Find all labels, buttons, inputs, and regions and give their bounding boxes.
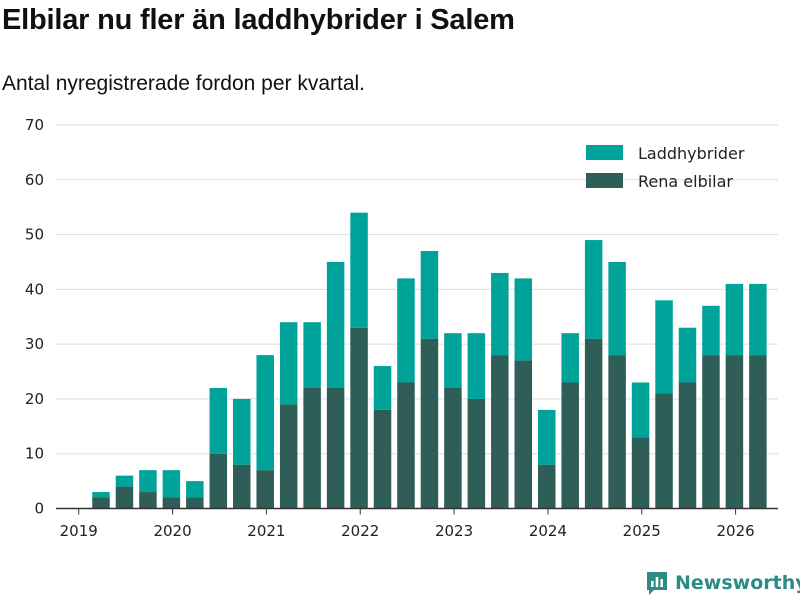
y-tick-label: 10 xyxy=(25,445,44,463)
x-axis-ticks: 2019 2020 2021 2022 2023 2024 2025 2026 xyxy=(60,508,755,540)
bar-laddhybrider xyxy=(303,322,321,388)
bar-rena-elbilar xyxy=(233,464,251,509)
bar-rena-elbilar xyxy=(608,355,626,509)
bar-laddhybrider xyxy=(256,355,274,471)
bar-laddhybrider xyxy=(397,278,415,383)
chart-title: Elbilar nu fler än laddhybrider i Salem xyxy=(2,4,515,36)
x-tick-label: 2024 xyxy=(529,522,567,540)
x-tick-label: 2019 xyxy=(60,522,98,540)
bar-rena-elbilar xyxy=(92,497,110,509)
bar-rena-elbilar xyxy=(139,492,157,509)
bar-rena-elbilar xyxy=(397,382,415,509)
x-tick-label: 2025 xyxy=(623,522,661,540)
legend: Laddhybrider Rena elbilar xyxy=(586,144,745,191)
x-tick-label: 2022 xyxy=(341,522,379,540)
bar-rena-elbilar xyxy=(467,398,486,509)
bar-rena-elbilar xyxy=(655,393,673,509)
bar-chart-logo-icon xyxy=(647,572,667,595)
bar-rena-elbilar xyxy=(256,470,274,509)
y-tick-label: 70 xyxy=(25,116,44,134)
bar-laddhybrider xyxy=(702,305,720,356)
chart-subtitle: Antal nyregistrerade fordon per kvartal. xyxy=(2,72,366,95)
bars xyxy=(92,212,767,509)
bar-rena-elbilar xyxy=(373,409,392,509)
legend-label-laddhybrider: Laddhybrider xyxy=(638,144,745,163)
bar-laddhybrider xyxy=(139,470,157,493)
bar-laddhybrider xyxy=(584,240,603,339)
bar-rena-elbilar xyxy=(420,338,439,509)
y-tick-label: 40 xyxy=(25,280,44,298)
legend-label-rena-elbilar: Rena elbilar xyxy=(638,172,733,191)
bar-laddhybrider xyxy=(725,283,744,356)
bar-laddhybrider xyxy=(678,327,697,383)
y-tick-label: 50 xyxy=(25,226,44,244)
bar-rena-elbilar xyxy=(279,404,298,509)
bar-laddhybrider xyxy=(537,409,556,465)
x-tick-label: 2023 xyxy=(435,522,473,540)
bar-laddhybrider xyxy=(92,492,110,498)
bar-rena-elbilar xyxy=(537,464,556,509)
bar-laddhybrider xyxy=(444,333,462,388)
bar-laddhybrider xyxy=(162,470,181,498)
y-tick-label: 20 xyxy=(25,390,44,408)
bar-rena-elbilar xyxy=(209,453,228,509)
bar-rena-elbilar xyxy=(749,355,767,509)
stacked-bar-chart: 0 10 20 30 40 50 60 70 2019 2020 2021 2022 2023 2024… xyxy=(25,116,778,540)
bar-rena-elbilar xyxy=(303,387,321,509)
bar-rena-elbilar xyxy=(678,382,697,509)
bar-rena-elbilar xyxy=(584,338,603,509)
bar-laddhybrider xyxy=(373,366,392,410)
bar-laddhybrider xyxy=(279,322,298,405)
bar-rena-elbilar xyxy=(702,355,720,509)
bar-laddhybrider xyxy=(561,333,579,383)
bar-laddhybrider xyxy=(233,398,251,465)
bar-laddhybrider xyxy=(749,283,767,356)
newsworthy-logo: Newsworthy xyxy=(645,570,800,596)
bar-laddhybrider xyxy=(115,475,134,487)
bar-rena-elbilar xyxy=(631,437,650,509)
bar-rena-elbilar xyxy=(350,327,368,509)
bar-laddhybrider xyxy=(420,251,439,339)
bar-laddhybrider xyxy=(326,261,345,388)
bar-laddhybrider xyxy=(467,333,486,399)
bar-rena-elbilar xyxy=(444,387,462,509)
bar-rena-elbilar xyxy=(186,497,204,509)
bar-laddhybrider xyxy=(608,261,626,356)
brand-name: Newsworthy xyxy=(675,572,800,594)
bar-rena-elbilar xyxy=(115,486,134,509)
y-axis-ticks: 0 10 20 30 40 50 60 70 xyxy=(25,116,44,518)
bar-laddhybrider xyxy=(186,481,204,498)
y-tick-label: 60 xyxy=(25,171,44,189)
bar-laddhybrider xyxy=(209,387,228,454)
legend-swatch-rena-elbilar xyxy=(586,173,623,188)
bar-laddhybrider xyxy=(655,300,673,394)
bar-rena-elbilar xyxy=(561,382,579,509)
bar-laddhybrider xyxy=(631,382,650,438)
x-tick-label: 2021 xyxy=(247,522,285,540)
bar-laddhybrider xyxy=(491,272,509,356)
legend-swatch-laddhybrider xyxy=(586,145,623,160)
y-tick-label: 0 xyxy=(34,500,44,518)
bar-rena-elbilar xyxy=(725,355,744,509)
x-tick-label: 2026 xyxy=(716,522,754,540)
bar-laddhybrider xyxy=(514,278,533,361)
bar-laddhybrider xyxy=(350,212,368,328)
y-tick-label: 30 xyxy=(25,335,44,353)
bar-rena-elbilar xyxy=(514,360,533,509)
x-tick-label: 2020 xyxy=(153,522,191,540)
bar-rena-elbilar xyxy=(491,355,509,509)
bar-rena-elbilar xyxy=(326,387,345,509)
bar-rena-elbilar xyxy=(162,497,181,509)
